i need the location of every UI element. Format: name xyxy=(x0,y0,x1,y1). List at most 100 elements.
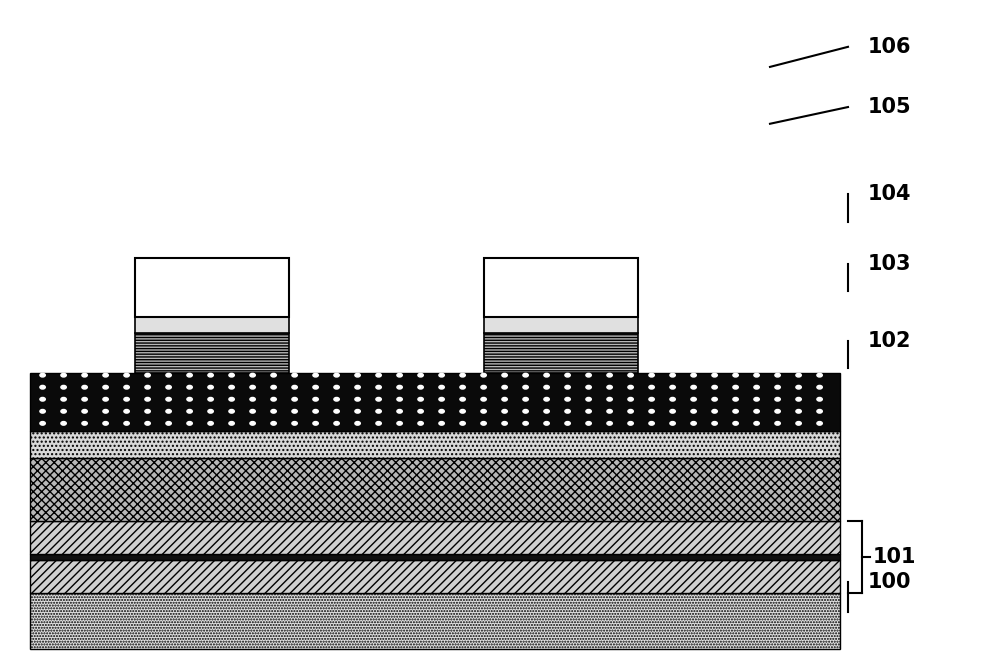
Circle shape xyxy=(61,373,66,377)
Circle shape xyxy=(586,421,591,425)
Circle shape xyxy=(439,397,444,401)
Circle shape xyxy=(796,397,801,401)
Circle shape xyxy=(460,385,465,389)
Circle shape xyxy=(229,409,234,413)
Circle shape xyxy=(754,385,759,389)
Circle shape xyxy=(481,397,486,401)
Circle shape xyxy=(271,385,276,389)
Circle shape xyxy=(607,421,612,425)
Text: 106: 106 xyxy=(868,37,912,57)
Circle shape xyxy=(565,397,570,401)
Circle shape xyxy=(502,397,507,401)
Circle shape xyxy=(376,397,381,401)
Circle shape xyxy=(187,385,192,389)
Circle shape xyxy=(544,373,549,377)
Circle shape xyxy=(82,385,87,389)
Circle shape xyxy=(628,409,633,413)
Circle shape xyxy=(124,397,129,401)
Circle shape xyxy=(439,409,444,413)
Circle shape xyxy=(82,373,87,377)
Text: 105: 105 xyxy=(868,97,912,117)
Circle shape xyxy=(460,397,465,401)
Circle shape xyxy=(691,409,696,413)
Circle shape xyxy=(670,373,675,377)
Circle shape xyxy=(754,421,759,425)
Circle shape xyxy=(418,373,423,377)
Circle shape xyxy=(565,421,570,425)
Circle shape xyxy=(292,409,297,413)
Circle shape xyxy=(733,421,738,425)
Circle shape xyxy=(775,421,780,425)
Circle shape xyxy=(103,421,108,425)
Circle shape xyxy=(208,385,213,389)
Circle shape xyxy=(187,373,192,377)
Circle shape xyxy=(334,385,339,389)
Circle shape xyxy=(586,397,591,401)
Circle shape xyxy=(166,373,171,377)
Circle shape xyxy=(250,421,255,425)
Circle shape xyxy=(418,409,423,413)
Circle shape xyxy=(334,397,339,401)
Circle shape xyxy=(481,385,486,389)
Circle shape xyxy=(313,421,318,425)
Circle shape xyxy=(271,397,276,401)
Circle shape xyxy=(754,373,759,377)
Circle shape xyxy=(313,397,318,401)
Bar xyxy=(30,458,840,521)
Bar xyxy=(30,431,840,458)
Circle shape xyxy=(670,409,675,413)
Circle shape xyxy=(61,409,66,413)
Circle shape xyxy=(145,385,150,389)
Circle shape xyxy=(103,373,108,377)
Circle shape xyxy=(397,373,402,377)
Circle shape xyxy=(607,397,612,401)
Bar xyxy=(135,317,289,333)
Bar xyxy=(30,373,840,431)
Bar xyxy=(30,593,840,649)
Circle shape xyxy=(250,397,255,401)
Circle shape xyxy=(544,421,549,425)
Circle shape xyxy=(775,409,780,413)
Circle shape xyxy=(817,409,822,413)
Circle shape xyxy=(649,373,654,377)
Circle shape xyxy=(628,397,633,401)
Circle shape xyxy=(775,397,780,401)
Circle shape xyxy=(166,385,171,389)
Circle shape xyxy=(733,409,738,413)
Circle shape xyxy=(670,385,675,389)
Circle shape xyxy=(376,385,381,389)
Circle shape xyxy=(166,397,171,401)
Circle shape xyxy=(649,397,654,401)
Circle shape xyxy=(523,397,528,401)
Circle shape xyxy=(460,373,465,377)
Circle shape xyxy=(145,373,150,377)
Circle shape xyxy=(82,409,87,413)
Bar xyxy=(30,555,840,560)
Circle shape xyxy=(250,385,255,389)
Circle shape xyxy=(355,385,360,389)
Circle shape xyxy=(796,373,801,377)
Circle shape xyxy=(208,397,213,401)
Circle shape xyxy=(649,409,654,413)
Circle shape xyxy=(397,385,402,389)
Circle shape xyxy=(502,373,507,377)
Circle shape xyxy=(649,421,654,425)
Circle shape xyxy=(649,385,654,389)
Circle shape xyxy=(397,409,402,413)
Circle shape xyxy=(712,421,717,425)
Circle shape xyxy=(229,385,234,389)
Circle shape xyxy=(628,421,633,425)
Circle shape xyxy=(313,385,318,389)
Bar xyxy=(135,258,289,317)
Circle shape xyxy=(313,409,318,413)
Bar xyxy=(135,333,289,373)
Circle shape xyxy=(712,409,717,413)
Circle shape xyxy=(124,421,129,425)
Circle shape xyxy=(565,409,570,413)
Circle shape xyxy=(502,409,507,413)
Circle shape xyxy=(208,421,213,425)
Circle shape xyxy=(733,397,738,401)
Circle shape xyxy=(691,397,696,401)
Circle shape xyxy=(292,397,297,401)
Circle shape xyxy=(733,385,738,389)
